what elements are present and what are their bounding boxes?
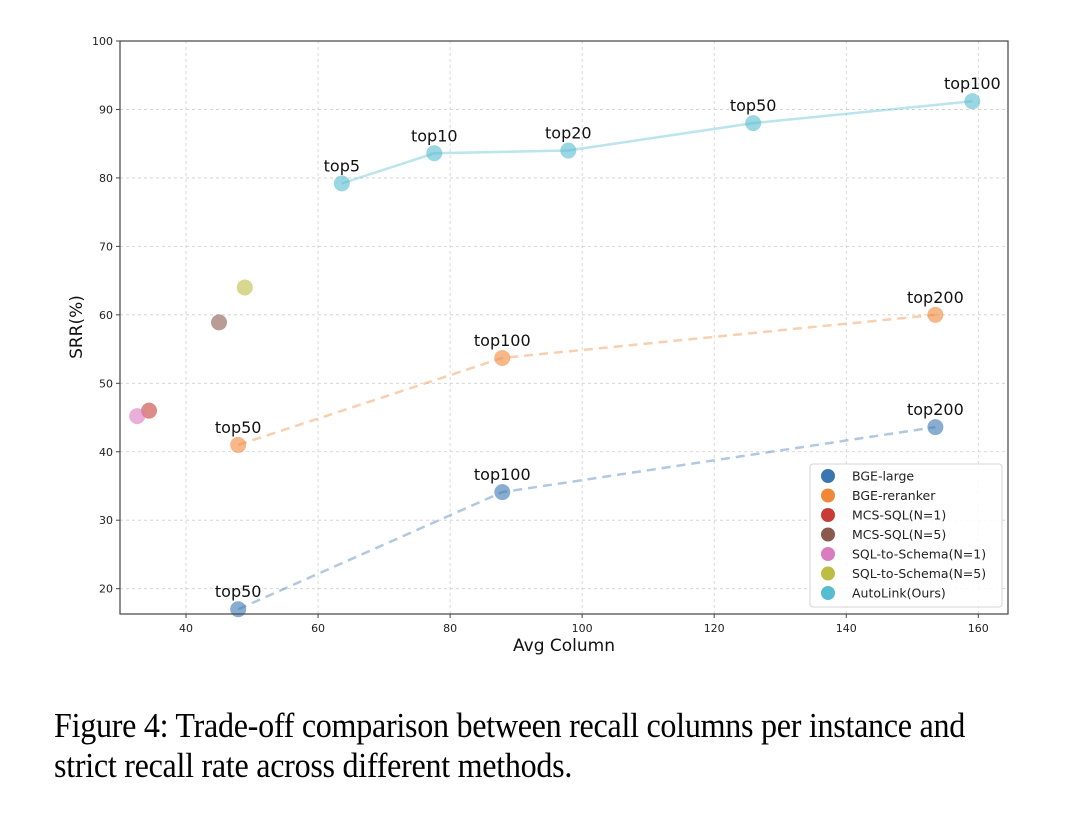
x-tick-label: 140 [836, 622, 857, 635]
legend-label: MCS-SQL(N=5) [852, 527, 946, 542]
legend-label: BGE-reranker [852, 488, 936, 503]
series-mcs-sql-n-1 [141, 402, 158, 419]
point-label: top50 [215, 418, 262, 437]
point-label: top100 [474, 465, 531, 484]
point-label: top100 [474, 331, 531, 350]
data-point [927, 419, 944, 436]
data-point [494, 484, 511, 501]
data-point [426, 145, 443, 162]
point-label: top50 [215, 582, 262, 601]
series-mcs-sql-n-5 [211, 314, 228, 331]
data-point [236, 279, 253, 296]
y-tick-label: 40 [99, 446, 113, 459]
data-point [333, 175, 350, 192]
x-tick-label: 60 [311, 622, 325, 635]
x-axis-label: Avg Column [513, 636, 615, 656]
point-label: top50 [730, 96, 777, 115]
legend-label: AutoLink(Ours) [852, 586, 946, 601]
data-point [211, 314, 228, 331]
point-label: top200 [907, 400, 964, 419]
series-layer [129, 93, 981, 618]
legend-marker [821, 508, 835, 522]
x-tick-label: 40 [179, 622, 193, 635]
series-autolink-ours [333, 93, 981, 192]
y-tick-label: 30 [99, 514, 113, 527]
point-labels: top50 top100 top200 top50 top100 top200 top5 to… [215, 74, 1001, 601]
y-tick-label: 70 [99, 240, 113, 253]
series-bge-large [230, 419, 944, 618]
plot-frame [119, 40, 1009, 615]
data-point [129, 408, 146, 425]
point-label: top5 [324, 156, 360, 175]
point-label: top10 [411, 126, 458, 145]
series-line-bge-reranker [237, 313, 936, 447]
data-point [230, 436, 247, 453]
series-sql-to-schema-n-5 [236, 279, 253, 296]
legend: BGE-large BGE-reranker MCS-SQL(N=1) MCS-SQL… [809, 463, 1003, 608]
y-tick-label: 20 [99, 583, 113, 596]
srr-vs-avg-column-chart: top50 top100 top200 top50 top100 top200 top5 to… [67, 35, 1009, 656]
y-tick-label: 80 [99, 172, 113, 185]
legend-label: SQL-to-Schema(N=5) [852, 566, 986, 581]
y-tick-label: 60 [99, 309, 113, 322]
x-tick-label: 80 [443, 622, 457, 635]
legend-marker [821, 566, 835, 581]
data-point [927, 306, 944, 323]
legend-box [809, 463, 1003, 608]
data-point [141, 402, 158, 419]
x-tick-label: 160 [968, 622, 989, 635]
legend-marker [821, 547, 835, 561]
x-tick-label: 120 [704, 622, 725, 635]
y-axis-label: SRR(%) [67, 295, 87, 359]
point-label: top100 [944, 74, 1001, 93]
legend-marker [821, 586, 835, 600]
series-sql-to-schema-n-1 [129, 408, 146, 425]
legend-label: SQL-to-Schema(N=1) [852, 547, 986, 562]
point-label: top200 [907, 288, 964, 307]
y-tick-label: 100 [92, 35, 113, 48]
figure-caption: Figure 4: Trade-off comparison between r… [54, 707, 965, 785]
series-bge-reranker [230, 306, 944, 453]
y-tick-label: 90 [99, 103, 113, 116]
legend-label: BGE-large [852, 469, 914, 484]
legend-marker [821, 527, 835, 542]
x-tick-label: 100 [572, 622, 593, 635]
y-tick-label: 50 [99, 377, 113, 390]
data-point [230, 601, 247, 618]
data-point [560, 142, 577, 159]
legend-marker [821, 488, 835, 503]
point-label: top20 [545, 124, 592, 143]
data-point [745, 115, 762, 132]
data-point [494, 349, 511, 366]
legend-label: MCS-SQL(N=1) [852, 508, 946, 523]
axis-ticks: 40 60 80 100 120 140 160 20 30 40 50 60 70 80 90 100 [92, 35, 989, 635]
legend-marker [821, 469, 835, 483]
data-point [964, 93, 981, 110]
